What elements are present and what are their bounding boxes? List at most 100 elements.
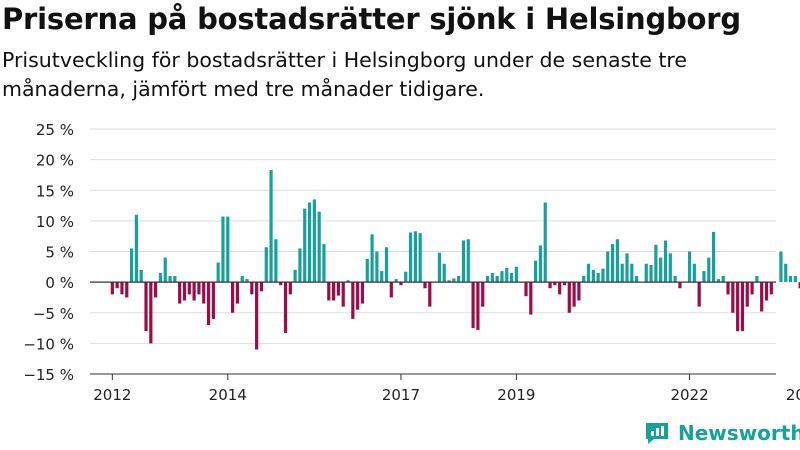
bar [505, 268, 509, 283]
bar [173, 276, 177, 283]
bar [529, 282, 533, 315]
bar [178, 282, 182, 304]
bar [158, 272, 163, 283]
bar [125, 282, 129, 298]
x-tick-label: 2012 [93, 386, 131, 404]
bar [235, 282, 239, 304]
bar [384, 247, 389, 283]
bar [312, 199, 316, 283]
newsworthy-logo-icon [646, 423, 668, 444]
bar [346, 280, 350, 283]
bar [610, 244, 615, 283]
y-tick-label: 5 % [45, 244, 74, 262]
bar [447, 280, 451, 283]
bar [216, 262, 220, 283]
bar [697, 282, 701, 307]
bar [442, 263, 446, 283]
bar [736, 282, 740, 332]
bar [678, 282, 682, 289]
bar [206, 282, 211, 325]
bar [659, 257, 663, 283]
bar [466, 239, 470, 283]
bar [293, 269, 297, 283]
bar [707, 257, 711, 283]
bar [259, 282, 264, 292]
y-tick-label: −10 % [23, 335, 74, 353]
bar [755, 276, 759, 283]
bar [245, 279, 249, 283]
bar [726, 282, 730, 295]
bar [457, 276, 461, 283]
bar [380, 271, 384, 283]
bar [788, 276, 793, 283]
bar [630, 263, 634, 283]
bar [524, 282, 528, 297]
bar [332, 282, 336, 301]
bar [596, 272, 600, 283]
bar [336, 282, 341, 296]
bar [168, 276, 172, 283]
bar [341, 282, 345, 307]
bar [182, 282, 187, 301]
bar [471, 282, 475, 329]
bar [163, 257, 167, 283]
bar [226, 216, 230, 283]
bar [769, 282, 773, 295]
bar [264, 247, 268, 283]
bar [500, 271, 504, 283]
bar [303, 208, 307, 283]
bar [620, 263, 624, 283]
bar [750, 282, 754, 295]
bar [221, 216, 225, 283]
bar [567, 282, 571, 313]
bar [784, 263, 788, 283]
bar [476, 282, 480, 330]
bar [274, 239, 278, 283]
bar [370, 234, 374, 283]
bar [485, 276, 490, 283]
bar [375, 251, 379, 283]
x-tick-label: 2014 [209, 386, 247, 404]
bar [663, 240, 668, 283]
brand-name: Newsworthy [678, 421, 800, 445]
newsworthy-logo: Newsworthy [644, 418, 800, 448]
bar [673, 276, 677, 283]
bar [572, 282, 576, 307]
bar [702, 271, 706, 283]
bar [149, 282, 153, 344]
bar [481, 282, 485, 307]
y-tick-label: 0 % [45, 274, 74, 292]
bar [211, 282, 215, 319]
bar [144, 282, 148, 332]
bar [798, 282, 800, 289]
bar [591, 269, 595, 283]
bar [490, 272, 494, 283]
bar [509, 272, 514, 283]
bar [606, 251, 610, 283]
bar [269, 170, 273, 283]
y-tick-label: 20 % [36, 152, 74, 170]
bar [115, 282, 119, 289]
bar [721, 276, 725, 283]
bar [139, 269, 143, 283]
bar [793, 276, 797, 283]
bar [202, 282, 206, 304]
bar [389, 282, 393, 298]
bar [692, 263, 696, 283]
bar [298, 248, 302, 283]
bar [745, 282, 749, 307]
bar [351, 282, 355, 319]
bar [716, 279, 720, 283]
bar [428, 282, 432, 307]
y-tick-label: 15 % [36, 182, 74, 200]
bar [644, 263, 648, 283]
bar [543, 202, 547, 283]
bar [307, 202, 312, 283]
bar [534, 260, 538, 283]
bar [288, 282, 292, 295]
bar [615, 239, 619, 283]
bar [120, 282, 124, 295]
y-tick-label: 10 % [36, 213, 74, 231]
bar [360, 282, 365, 304]
bar [413, 231, 417, 283]
